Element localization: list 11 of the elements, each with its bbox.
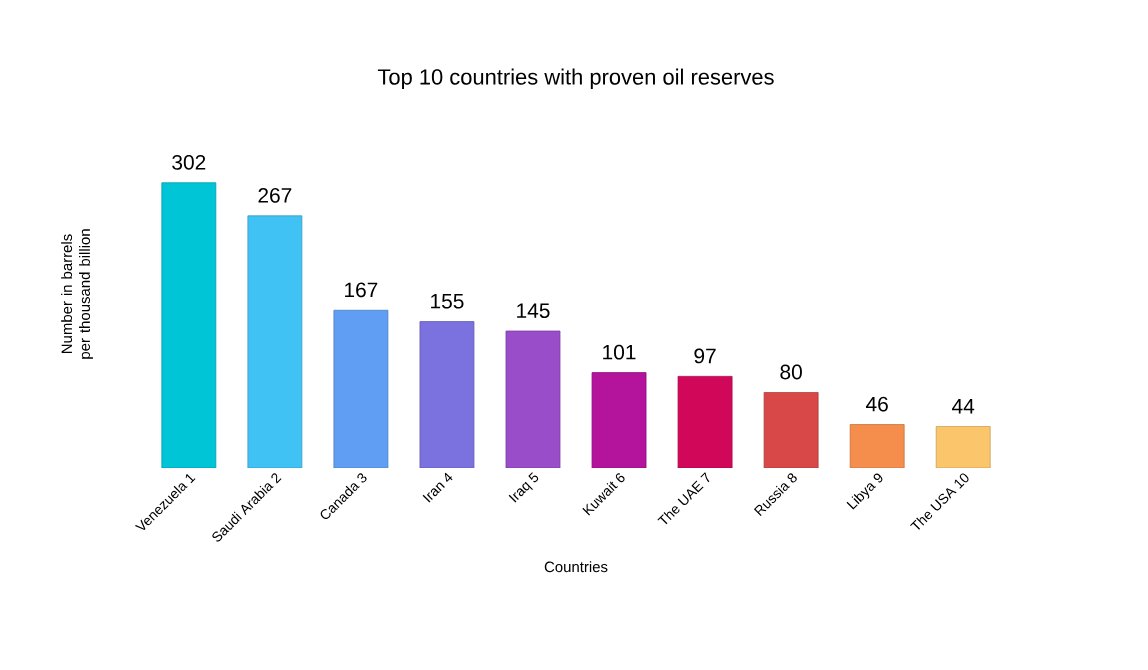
data-label: 97 bbox=[694, 348, 716, 364]
data-label: 267 bbox=[258, 187, 292, 203]
data-label: 145 bbox=[517, 303, 550, 319]
chart-title: Top 10 countries with proven oil reserves bbox=[377, 68, 774, 89]
data-label: 155 bbox=[431, 293, 464, 309]
data-label: 167 bbox=[345, 282, 378, 298]
data-label: 302 bbox=[172, 154, 206, 170]
data-label: 80 bbox=[780, 364, 802, 380]
data-label: 101 bbox=[603, 344, 636, 360]
data-label: 46 bbox=[865, 396, 888, 412]
data-label: 44 bbox=[952, 399, 975, 414]
